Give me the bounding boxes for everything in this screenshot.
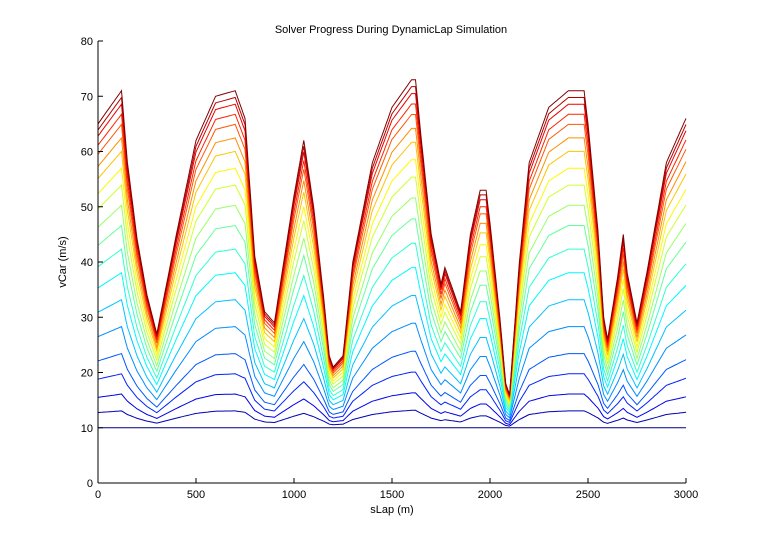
iteration-line-15 — [97, 127, 687, 400]
y-tick-label: 50 — [81, 202, 93, 214]
iteration-line-10 — [97, 218, 687, 410]
y-axis-label: vCar (m/s) — [57, 236, 69, 287]
iteration-line-17 — [97, 103, 687, 398]
iteration-line-9 — [97, 242, 687, 412]
iteration-line-16 — [97, 114, 687, 399]
iteration-line-8 — [97, 267, 687, 414]
x-tick-label: 500 — [187, 489, 205, 501]
iteration-line-13 — [97, 159, 687, 405]
x-axis-label: sLap (m) — [370, 504, 413, 516]
iteration-line-12 — [97, 176, 687, 406]
iteration-line-20 — [97, 79, 687, 395]
y-tick-label: 80 — [81, 36, 93, 48]
iteration-line-3 — [97, 392, 687, 425]
x-tick-label: 1000 — [282, 489, 306, 501]
chart-title: Solver Progress During DynamicLap Simula… — [275, 24, 507, 36]
series-layer — [97, 79, 687, 429]
iteration-line-5 — [97, 350, 687, 422]
y-tick-label: 20 — [81, 368, 93, 380]
iteration-line-11 — [97, 197, 687, 408]
iteration-line-2 — [97, 409, 687, 427]
y-tick-label: 60 — [81, 147, 93, 159]
x-tick-label: 1500 — [380, 489, 404, 501]
iteration-line-6 — [97, 322, 687, 419]
x-tick-label: 3000 — [674, 489, 698, 501]
iteration-line-14 — [97, 141, 687, 401]
iteration-line-19 — [97, 86, 687, 396]
y-tick-label: 10 — [81, 423, 93, 435]
ticks-layer: 0 500 1000 1500 2000 2500 3000 0 10 20 30 40 50 60 70 8… — [81, 36, 698, 501]
x-tick-label: 2000 — [478, 489, 502, 501]
x-tick-label: 0 — [95, 489, 101, 501]
iteration-line-18 — [97, 93, 687, 397]
iteration-line-7 — [97, 295, 687, 417]
x-tick-label: 2500 — [576, 489, 600, 501]
y-tick-label: 70 — [81, 91, 93, 103]
y-tick-label: 40 — [81, 257, 93, 269]
iteration-line-4 — [97, 371, 687, 424]
y-tick-label: 30 — [81, 312, 93, 324]
y-tick-label: 0 — [87, 478, 93, 490]
